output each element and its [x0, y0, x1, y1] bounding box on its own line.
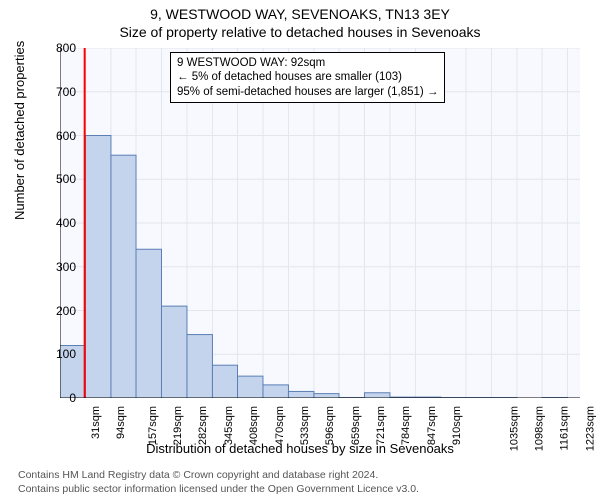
footer: Contains HM Land Registry data © Crown c… [18, 468, 419, 496]
x-tick-label: 1223sqm [584, 406, 596, 451]
x-tick-label: 219sqm [172, 406, 184, 445]
annotation-box: 9 WESTWOOD WAY: 92sqm ← 5% of detached h… [170, 52, 445, 103]
x-tick-label: 659sqm [350, 406, 362, 445]
annotation-line-3: 95% of semi-detached houses are larger (… [177, 85, 438, 99]
y-tick-label: 400 [42, 216, 76, 230]
x-tick-label: 847sqm [426, 406, 438, 445]
x-tick-label: 721sqm [375, 406, 387, 445]
x-tick-label: 910sqm [452, 406, 464, 445]
x-tick-label: 282sqm [198, 406, 210, 445]
y-tick-label: 300 [42, 260, 76, 274]
y-tick-label: 0 [42, 391, 76, 405]
y-axis-label: Number of detached properties [12, 41, 27, 220]
x-tick-label: 31sqm [90, 406, 102, 439]
x-tick-label: 94sqm [116, 406, 128, 439]
y-tick-label: 800 [42, 41, 76, 55]
x-tick-label: 157sqm [147, 406, 159, 445]
y-tick-label: 500 [42, 172, 76, 186]
y-tick-label: 100 [42, 347, 76, 361]
x-tick-label: 1161sqm [558, 406, 570, 450]
x-tick-label: 345sqm [223, 406, 235, 445]
chart-container: 9, WESTWOOD WAY, SEVENOAKS, TN13 3EY Siz… [0, 0, 600, 500]
chart-area: 9 WESTWOOD WAY: 92sqm ← 5% of detached h… [60, 48, 580, 398]
annotation-line-1: 9 WESTWOOD WAY: 92sqm [177, 56, 438, 70]
footer-line-1: Contains HM Land Registry data © Crown c… [18, 468, 419, 482]
x-tick-label: 596sqm [325, 406, 337, 445]
y-tick-label: 200 [42, 304, 76, 318]
page-subtitle: Size of property relative to detached ho… [0, 22, 600, 40]
x-tick-label: 1035sqm [508, 406, 520, 451]
y-tick-label: 700 [42, 85, 76, 99]
x-tick-label: 1098sqm [534, 406, 546, 451]
x-tick-label: 784sqm [401, 406, 413, 445]
annotation-line-2: ← 5% of detached houses are smaller (103… [177, 70, 438, 84]
x-tick-label: 533sqm [299, 406, 311, 445]
x-tick-label: 408sqm [249, 406, 261, 445]
x-tick-label: 470sqm [274, 406, 286, 445]
footer-line-2: Contains public sector information licen… [18, 482, 419, 496]
y-tick-label: 600 [42, 129, 76, 143]
page-title: 9, WESTWOOD WAY, SEVENOAKS, TN13 3EY [0, 0, 600, 22]
